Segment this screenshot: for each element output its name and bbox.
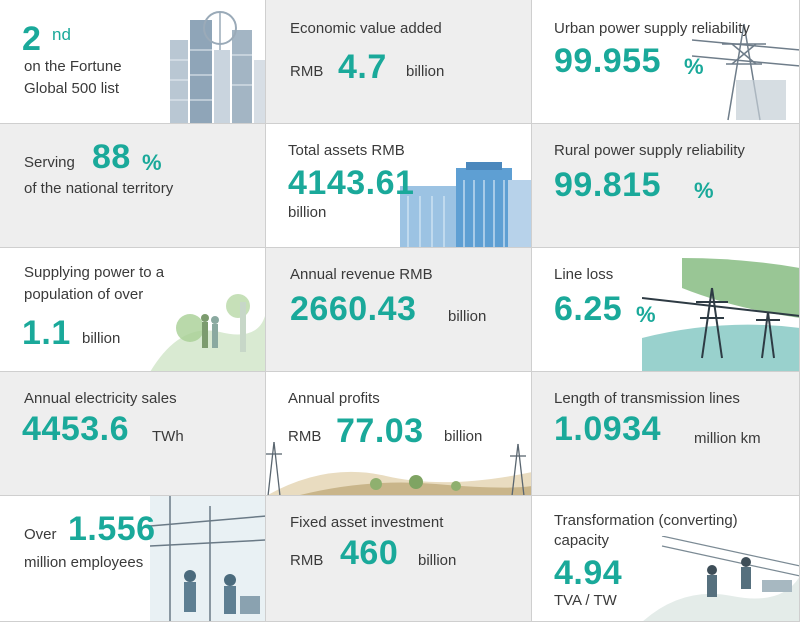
employees-value: 1.556 [68,510,156,548]
line-workers-illustration [643,536,799,621]
employees-prefix: Over [24,526,57,543]
urban-unit: % [684,54,704,79]
employees-line2: million employees [24,554,144,571]
transformation-unit: TVA / TW [554,592,617,609]
assets-value: 4143.61 [288,164,415,202]
cell-annual-profits: Annual profits RMB 77.03 billion [266,372,532,496]
population-unit: billion [82,330,121,347]
cell-electricity-sales: Annual electricity sales 4453.6 TWh [0,372,266,496]
territory-prefix: Serving [24,154,75,171]
cell-total-assets: Total assets RMB 4143.61 billion [266,124,532,248]
territory-value: 88 [92,138,131,176]
cell-line-loss: Line loss 6.25 % [532,248,800,372]
lineloss-unit: % [636,302,656,327]
rural-unit: % [694,178,714,203]
fortune-line1: on the Fortune [24,58,122,75]
transformation-value: 4.94 [554,554,623,592]
population-line1: Supplying power to a [24,264,165,281]
transmission-label: Length of transmission lines [554,390,740,407]
cell-transmission-length: Length of transmission lines 1.0934 mill… [532,372,800,496]
sales-unit: TWh [152,428,184,445]
lineloss-value: 6.25 [554,290,623,328]
population-value: 1.1 [22,314,71,352]
cell-annual-revenue: Annual revenue RMB 2660.43 billion [266,248,532,372]
urban-value: 99.955 [554,42,661,80]
workers-illustration [150,496,265,621]
population-line2: population of over [24,286,144,303]
transmission-value: 1.0934 [554,410,661,448]
investment-label: Fixed asset investment [290,514,444,531]
city-skyline-illustration [170,11,265,123]
cell-employees: Over 1.556 million employees [0,496,266,622]
investment-prefix: RMB [290,552,324,569]
eva-unit: billion [406,63,445,80]
fortune-line2: Global 500 list [24,80,120,97]
cell-economic-value-added: Economic value added RMB 4.7 billion [266,0,532,124]
rural-label: Rural power supply reliability [554,142,745,159]
eva-prefix: RMB [290,63,324,80]
assets-label: Total assets RMB [288,142,405,159]
rural-value: 99.815 [554,166,661,204]
cell-urban-reliability: Urban power supply reliability 99.955 % [532,0,800,124]
river-power-lines-illustration [642,258,799,371]
urban-label: Urban power supply reliability [554,20,750,37]
profits-unit: billion [444,428,483,445]
profits-prefix: RMB [288,428,322,445]
eva-value: 4.7 [338,48,387,86]
fortune-rank-value: 2 [22,20,42,58]
cell-rural-reliability: Rural power supply reliability 99.815 % [532,124,800,248]
revenue-value: 2660.43 [290,290,417,328]
profits-label: Annual profits [288,390,380,407]
cell-fortune-rank: 2 nd on the Fortune Global 500 list [0,0,266,124]
power-tower-illustration [692,23,799,121]
revenue-label: Annual revenue RMB [290,266,433,283]
transformation-line1: Transformation (converting) [554,512,738,529]
investment-value: 460 [340,534,399,572]
transmission-unit: million km [694,430,761,447]
sales-label: Annual electricity sales [24,390,177,407]
territory-unit: % [142,150,162,175]
cell-population: Supplying power to a population of over … [0,248,266,372]
rural-field-illustration [266,442,531,495]
territory-line2: of the national territory [24,180,174,197]
cell-territory: Serving 88 % of the national territory [0,124,266,248]
sales-value: 4453.6 [22,410,129,448]
fortune-rank-suffix: nd [52,25,71,44]
revenue-unit: billion [448,308,487,325]
investment-unit: billion [418,552,457,569]
assets-unit: billion [288,204,327,221]
office-building-illustration [400,162,531,247]
cell-fixed-asset-investment: Fixed asset investment RMB 460 billion [266,496,532,622]
people-landscape-illustration [150,294,265,371]
cell-transformation-capacity: Transformation (converting) capacity 4.9… [532,496,800,622]
profits-value: 77.03 [336,412,424,450]
transformation-line2: capacity [554,532,610,549]
eva-label: Economic value added [290,20,442,37]
lineloss-label: Line loss [554,266,614,283]
